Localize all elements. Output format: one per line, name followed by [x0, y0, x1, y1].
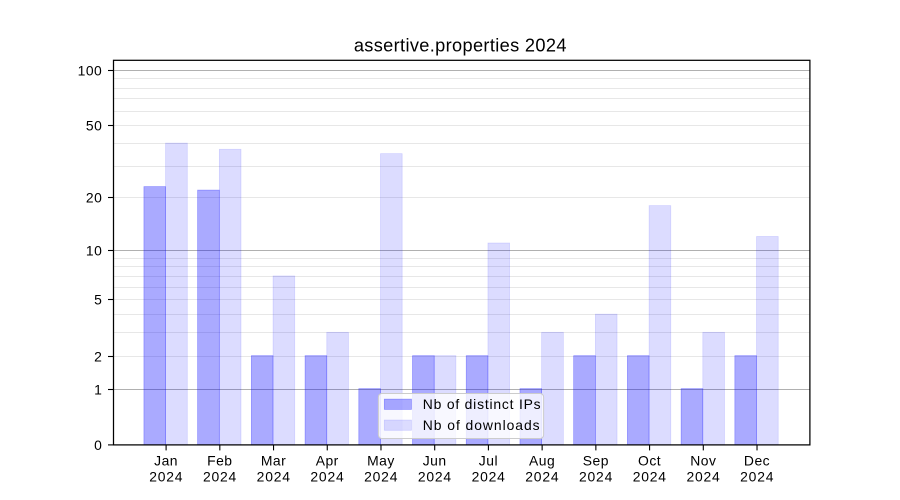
svg-text:Jul: Jul — [479, 453, 498, 469]
svg-text:assertive.properties 2024: assertive.properties 2024 — [354, 36, 567, 56]
svg-text:Oct: Oct — [638, 453, 661, 469]
svg-text:50: 50 — [86, 117, 102, 133]
svg-text:Feb: Feb — [207, 453, 232, 469]
svg-text:Sep: Sep — [583, 453, 609, 469]
svg-text:Apr: Apr — [316, 453, 339, 469]
svg-text:Aug: Aug — [529, 453, 555, 469]
svg-text:May: May — [367, 453, 395, 469]
svg-text:2024: 2024 — [310, 468, 344, 484]
svg-text:5: 5 — [94, 291, 102, 307]
svg-text:2024: 2024 — [257, 468, 291, 484]
svg-text:10: 10 — [86, 242, 102, 258]
svg-text:Nb of downloads: Nb of downloads — [423, 417, 541, 433]
svg-text:2024: 2024 — [686, 468, 720, 484]
svg-text:Dec: Dec — [744, 453, 770, 469]
svg-text:2024: 2024 — [525, 468, 559, 484]
svg-text:2024: 2024 — [364, 468, 398, 484]
svg-text:100: 100 — [78, 62, 103, 78]
svg-text:Nov: Nov — [690, 453, 716, 469]
svg-text:2024: 2024 — [203, 468, 237, 484]
svg-text:Jun: Jun — [423, 453, 447, 469]
svg-text:Nb of distinct IPs: Nb of distinct IPs — [423, 396, 542, 412]
svg-text:1: 1 — [94, 381, 102, 397]
svg-text:Jan: Jan — [154, 453, 178, 469]
svg-text:0: 0 — [94, 437, 102, 453]
svg-text:2024: 2024 — [149, 468, 183, 484]
svg-text:20: 20 — [86, 189, 102, 205]
svg-text:2024: 2024 — [633, 468, 667, 484]
svg-text:Mar: Mar — [261, 453, 286, 469]
svg-text:2: 2 — [94, 348, 102, 364]
svg-text:2024: 2024 — [579, 468, 613, 484]
svg-text:2024: 2024 — [472, 468, 506, 484]
svg-text:2024: 2024 — [418, 468, 452, 484]
svg-text:2024: 2024 — [740, 468, 774, 484]
